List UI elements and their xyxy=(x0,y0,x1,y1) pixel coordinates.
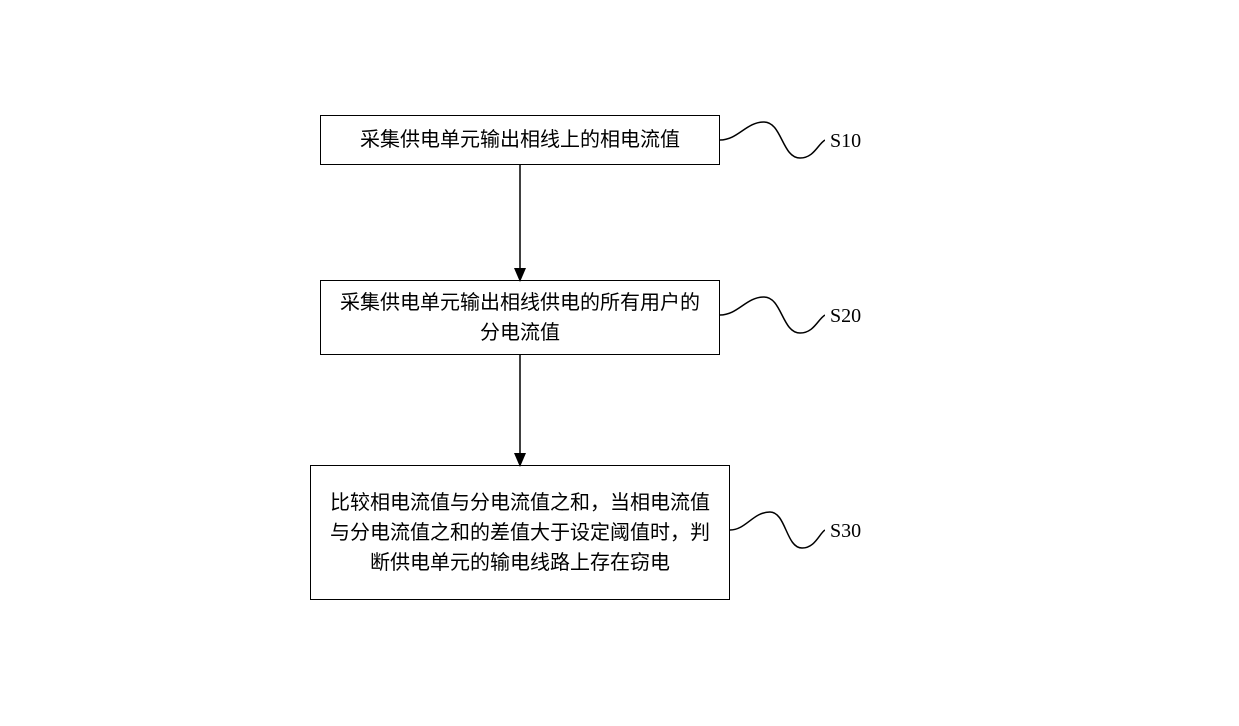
step-label-text: S20 xyxy=(830,305,861,327)
node-text: 采集供电单元输出相线供电的所有用户的分电流值 xyxy=(337,288,703,348)
step-label-text: S30 xyxy=(830,520,861,542)
node-text: 采集供电单元输出相线上的相电流值 xyxy=(360,125,680,155)
sine-connector-s20 xyxy=(720,293,825,337)
arrow-s10-s20 xyxy=(505,165,535,282)
arrow-s20-s30 xyxy=(505,355,535,467)
step-label-s20: S20 xyxy=(830,305,861,328)
flowchart-container: 采集供电单元输出相线上的相电流值 S10 采集供电单元输出相线供电的所有用户的分… xyxy=(0,0,1239,726)
step-label-s30: S30 xyxy=(830,520,861,543)
flow-node-s30: 比较相电流值与分电流值之和，当相电流值与分电流值之和的差值大于设定阈值时，判断供… xyxy=(310,465,730,600)
sine-connector-s10 xyxy=(720,118,825,162)
flow-node-s20: 采集供电单元输出相线供电的所有用户的分电流值 xyxy=(320,280,720,355)
step-label-text: S10 xyxy=(830,130,861,152)
sine-connector-s30 xyxy=(730,508,825,552)
flow-node-s10: 采集供电单元输出相线上的相电流值 xyxy=(320,115,720,165)
step-label-s10: S10 xyxy=(830,130,861,153)
node-text: 比较相电流值与分电流值之和，当相电流值与分电流值之和的差值大于设定阈值时，判断供… xyxy=(327,488,713,578)
